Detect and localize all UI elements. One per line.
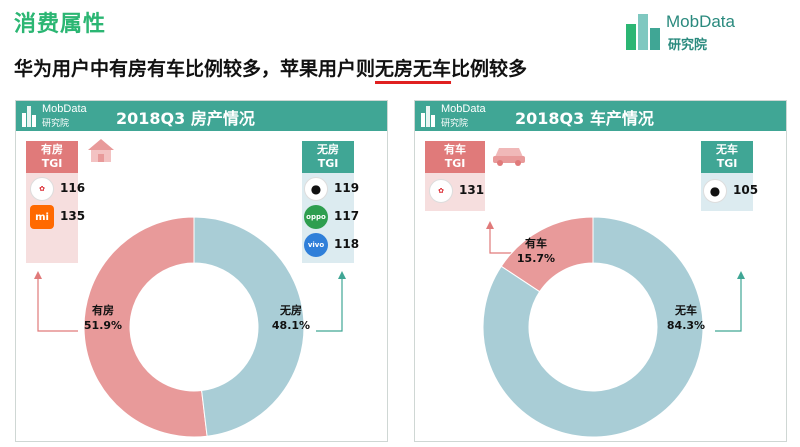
donut-slice-无房 bbox=[193, 216, 305, 437]
car-icon bbox=[493, 148, 525, 166]
headline-prefix: 华为用户中有房有车比例较多，苹果用户则 bbox=[14, 58, 376, 80]
slice-label: 有房 51.9% bbox=[78, 303, 128, 333]
huawei-logo-icon: ✿ bbox=[429, 179, 453, 203]
panel-brand: MobData 研究院 bbox=[421, 103, 491, 129]
slice-label-name: 有车 bbox=[525, 237, 547, 250]
mobdata-building-icon bbox=[22, 106, 36, 127]
headline-suffix: 比例较多 bbox=[451, 58, 528, 80]
apple-logo-icon: ● bbox=[703, 179, 727, 203]
panel-title: 2018Q3 车产情况 bbox=[515, 109, 654, 128]
panel-brand-name: MobData bbox=[42, 103, 87, 115]
car-donut-chart bbox=[482, 216, 704, 438]
huawei-logo-icon: ✿ bbox=[30, 177, 54, 201]
house-icon bbox=[88, 139, 114, 162]
tgi-box-owner: 有车 TGI ✿ 131 bbox=[425, 141, 485, 211]
apple-logo-icon: ● bbox=[304, 177, 328, 201]
tgi-box-title: 无房 bbox=[317, 143, 339, 156]
mobdata-building-icon bbox=[421, 106, 435, 127]
vivo-logo-icon: vivo bbox=[304, 233, 328, 257]
tgi-box-title: 有房 bbox=[41, 143, 63, 156]
headline: 华为用户中有房有车比例较多，苹果用户则无房无车比例较多 bbox=[14, 54, 527, 81]
tgi-box-title: 无车 bbox=[716, 143, 738, 156]
donut-slice-无车 bbox=[482, 216, 704, 438]
slice-label: 有车 15.7% bbox=[511, 236, 561, 266]
housing-donut-chart bbox=[83, 216, 305, 438]
tgi-value: 135 bbox=[60, 209, 86, 223]
tgi-value: 116 bbox=[60, 181, 86, 195]
tgi-value: 117 bbox=[334, 209, 360, 223]
panel-brand-sub: 研究院 bbox=[42, 119, 70, 129]
connector-arrows bbox=[34, 271, 346, 332]
mobdata-brand-logo: MobData 研究院 bbox=[626, 10, 786, 56]
brand-sub: 研究院 bbox=[668, 38, 708, 53]
tgi-box-owner: 有房 TGI ✿ 116 mi 135 bbox=[26, 141, 85, 263]
panel-header: MobData 研究院 2018Q3 房产情况 bbox=[16, 101, 387, 131]
tgi-value: 119 bbox=[334, 181, 360, 195]
oppo-logo-icon: oppo bbox=[304, 205, 328, 229]
tgi-box-subtitle: TGI bbox=[444, 157, 466, 170]
tgi-box-header: 有房 TGI bbox=[26, 141, 78, 173]
xiaomi-logo-icon: mi bbox=[30, 205, 54, 229]
headline-underlined: 无房无车 bbox=[375, 58, 452, 80]
panel-title: 2018Q3 房产情况 bbox=[116, 109, 255, 128]
tgi-box-subtitle: TGI bbox=[317, 157, 339, 170]
donut-slice-有房 bbox=[83, 216, 208, 438]
car-panel: MobData 研究院 2018Q3 车产情况 有车 TGI ✿ 131 无车 … bbox=[414, 100, 787, 442]
tgi-value: 118 bbox=[334, 237, 360, 251]
tgi-box-header: 有车 TGI bbox=[425, 141, 485, 173]
tgi-box-nonowner: 无车 TGI ● 105 bbox=[701, 141, 758, 211]
panel-brand-name: MobData bbox=[441, 103, 486, 115]
tgi-box-title: 有车 bbox=[444, 143, 466, 156]
slice-label-value: 51.9% bbox=[83, 319, 123, 332]
tgi-box-nonowner: 无房 TGI ● 119 oppo 117 vivo 118 bbox=[302, 141, 359, 263]
slice-label-name: 无房 bbox=[280, 304, 302, 317]
panel-brand: MobData 研究院 bbox=[22, 103, 92, 129]
slice-label-name: 有房 bbox=[92, 304, 114, 317]
tgi-value: 131 bbox=[459, 183, 485, 197]
tgi-box-subtitle: TGI bbox=[41, 157, 63, 170]
slice-label-value: 84.3% bbox=[666, 319, 706, 332]
tgi-box-header: 无车 TGI bbox=[701, 141, 753, 173]
panel-brand-sub: 研究院 bbox=[441, 119, 469, 129]
section-title: 消费属性 bbox=[14, 12, 107, 37]
slice-label-name: 无车 bbox=[675, 304, 697, 317]
slice-label-value: 15.7% bbox=[516, 252, 556, 265]
brand-name: MobData bbox=[666, 12, 735, 31]
mobdata-building-icon bbox=[626, 14, 660, 50]
tgi-value: 105 bbox=[733, 183, 759, 197]
slice-label: 无房 48.1% bbox=[266, 303, 316, 333]
housing-panel: MobData 研究院 2018Q3 房产情况 有房 TGI ✿ 116 mi … bbox=[15, 100, 388, 442]
slice-label-value: 48.1% bbox=[271, 319, 311, 332]
tgi-box-header: 无房 TGI bbox=[302, 141, 354, 173]
slice-label: 无车 84.3% bbox=[661, 303, 711, 333]
tgi-box-subtitle: TGI bbox=[716, 157, 738, 170]
panel-header: MobData 研究院 2018Q3 车产情况 bbox=[415, 101, 786, 131]
